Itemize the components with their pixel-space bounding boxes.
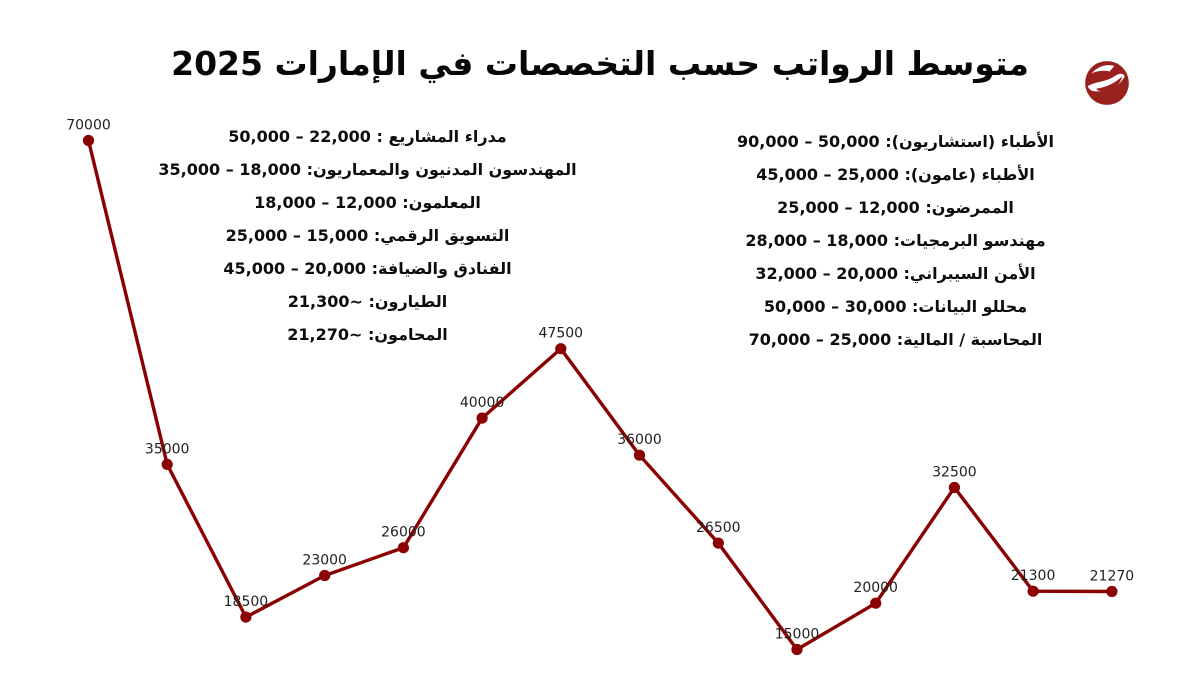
salary-line-teachers: المعلمون: 12,000 – 18,000 (254, 193, 481, 212)
data-point-label: 26500 (696, 520, 741, 536)
salary-list-right: الأطباء (استشاريون): 50,000 – 90,000 الأ… (703, 125, 1088, 356)
data-point-label: 40000 (460, 395, 505, 411)
salary-line-civil-engineers: المهندسون المدنيون والمعماريون: 18,000 –… (158, 160, 577, 179)
data-point-marker (82, 134, 95, 147)
data-point-label: 15000 (775, 627, 820, 643)
brand-logo-icon (1082, 58, 1132, 108)
salary-line-doctors-general: الأطباء (عامون): 25,000 – 45,000 (756, 165, 1035, 184)
data-point-marker (555, 343, 567, 355)
data-point-label: 21270 (1090, 569, 1135, 585)
data-point-marker (397, 542, 409, 554)
salary-line-data-analysts: محللو البيانات: 30,000 – 50,000 (763, 297, 1028, 316)
data-point-label: 35000 (145, 441, 190, 457)
data-point-label: 20000 (853, 580, 898, 596)
swoosh-logo-icon (1085, 61, 1129, 105)
salary-line-pilots: الطيارون: ~21,300 (287, 292, 448, 311)
data-point-label: 21300 (1011, 568, 1056, 584)
data-point-marker (712, 537, 724, 549)
data-point-marker (1027, 585, 1039, 597)
data-point-label: 70000 (66, 118, 111, 134)
salary-line-software-engineers: مهندسو البرمجيات: 18,000 – 28,000 (745, 231, 1046, 250)
data-point-marker (948, 481, 961, 494)
salary-line-accounting-finance: المحاسبة / المالية: 25,000 – 70,000 (748, 330, 1043, 349)
salary-line-hospitality: الفنادق والضيافة: 20,000 – 45,000 (223, 259, 512, 278)
salary-line-project-managers: مدراء المشاريع : 22,000 – 50,000 (228, 127, 507, 146)
salary-line-cybersecurity: الأمن السيبراني: 20,000 – 32,000 (755, 264, 1036, 283)
data-point-marker (240, 611, 252, 623)
data-point-label: 47500 (539, 326, 584, 342)
data-point-marker (791, 643, 803, 656)
data-point-label: 23000 (302, 553, 347, 569)
data-point-marker (1106, 585, 1118, 598)
data-point-label: 26000 (381, 525, 426, 541)
salary-list-left: مدراء المشاريع : 22,000 – 50,000 المهندس… (140, 120, 595, 351)
salary-line-digital-marketing: التسويق الرقمي: 15,000 – 25,000 (225, 226, 510, 245)
data-point-label: 36000 (617, 432, 662, 448)
data-point-marker (319, 569, 331, 582)
page-title: متوسط الرواتب حسب التخصصات في الإمارات 2… (171, 44, 1029, 83)
data-point-label: 32500 (932, 465, 977, 481)
data-point-marker (476, 412, 488, 424)
salary-line-doctors-consultants: الأطباء (استشاريون): 50,000 – 90,000 (737, 132, 1054, 151)
salary-trend-line (86, 140, 1112, 652)
data-point-marker (161, 458, 173, 470)
data-point-label: 18500 (224, 594, 269, 610)
data-point-marker (870, 597, 882, 609)
salary-line-nurses: الممرضون: 12,000 – 25,000 (777, 198, 1014, 217)
salary-line-lawyers: المحامون: ~21,270 (287, 325, 448, 344)
data-point-marker (633, 449, 646, 461)
